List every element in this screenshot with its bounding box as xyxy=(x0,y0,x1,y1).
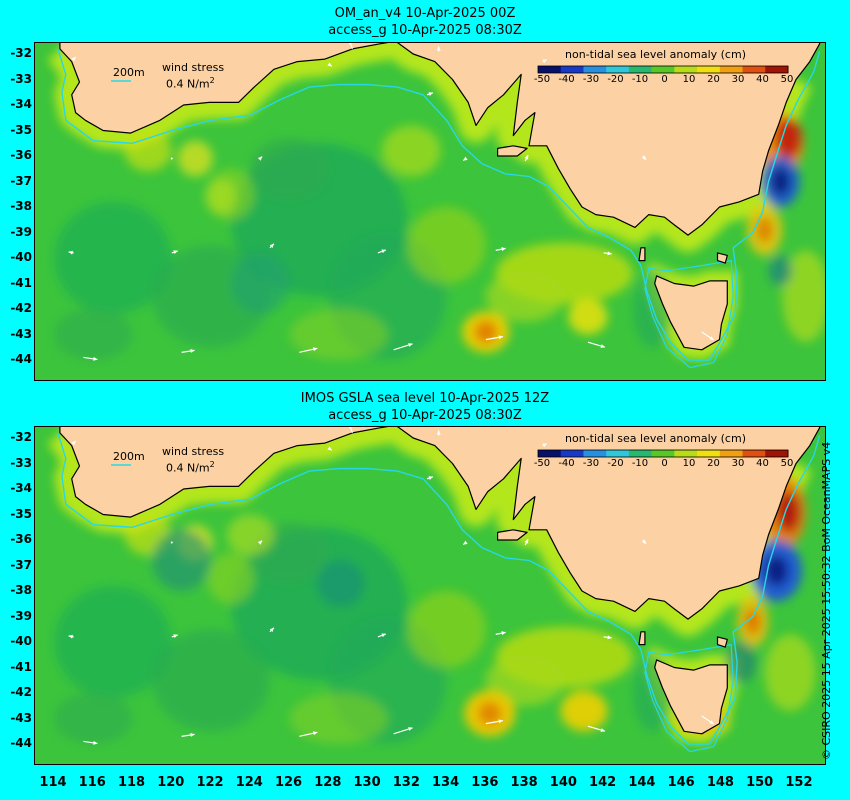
panel1-title-line1: OM_an_v4 10-Apr-2025 00Z xyxy=(334,6,516,21)
latitude-label: -32 xyxy=(10,430,32,444)
longitude-label: 116 xyxy=(78,775,106,790)
wind-stress-exponent: 2 xyxy=(209,460,215,469)
map-panel-imos[interactable] xyxy=(34,426,826,765)
longitude-label: 134 xyxy=(432,775,460,790)
colorbar-tick: -40 xyxy=(558,458,575,469)
longitude-label: 144 xyxy=(628,775,656,790)
latitude-label: -38 xyxy=(10,199,32,213)
latitude-label: -36 xyxy=(10,532,32,546)
latitude-label: -43 xyxy=(10,326,32,341)
colorbar-tick: -30 xyxy=(582,74,600,85)
wind-stress-value: 0.4 N/m2 xyxy=(166,460,215,475)
latitude-label: -33 xyxy=(10,455,32,470)
longitude-label: 138 xyxy=(510,775,538,790)
colorbar-tick: -50 xyxy=(533,458,551,469)
panel2-title-line2: access_g 10-Apr-2025 08:30Z xyxy=(328,408,522,423)
latitude-label: -33 xyxy=(10,71,32,86)
latitude-label: -44 xyxy=(10,352,32,366)
colorbar-tick: -40 xyxy=(558,74,575,85)
colorbar-tick: 50 xyxy=(780,458,794,469)
latitude-label: -40 xyxy=(10,250,32,264)
longitude-label: 122 xyxy=(196,775,224,790)
colorbar-tick: 20 xyxy=(707,74,720,85)
wind-arrows xyxy=(68,43,715,361)
latitude-label: -40 xyxy=(10,634,32,648)
latitude-label: -34 xyxy=(10,97,32,111)
colorbar-title: non-tidal sea level anomaly (cm) xyxy=(565,48,746,61)
credit-text: © CSIRO 2025 15 Apr 2025 15:50:32 BoM Oc… xyxy=(820,441,833,760)
latitude-label: -44 xyxy=(10,736,32,750)
longitude-label: 118 xyxy=(117,775,146,790)
isobath-200m xyxy=(57,48,821,361)
longitude-label: 142 xyxy=(589,775,617,790)
colorbar-tick: -10 xyxy=(631,458,649,469)
latitude-label: -42 xyxy=(10,685,32,699)
latitude-label: -41 xyxy=(10,275,32,290)
longitude-label: 120 xyxy=(157,775,185,790)
latitude-label: -43 xyxy=(10,710,32,725)
colorbar-tick: 0 xyxy=(661,458,668,469)
sea-level-map xyxy=(35,43,825,380)
longitude-label: 132 xyxy=(392,775,420,790)
longitude-label: 114 xyxy=(39,775,67,790)
latitude-label: -41 xyxy=(10,659,32,674)
isobath-200m xyxy=(57,432,821,745)
map-panel-model[interactable] xyxy=(34,42,826,381)
colorbar-tick: 50 xyxy=(780,74,794,85)
colorbar-tick: -20 xyxy=(607,74,624,85)
latitude-label: -38 xyxy=(10,583,32,597)
latitude-label: -37 xyxy=(10,173,32,188)
latitude-label: -42 xyxy=(10,301,32,315)
colorbar-tick: 20 xyxy=(707,458,720,469)
wind-stress-label: wind stress xyxy=(162,445,225,458)
colorbar-tick: 40 xyxy=(756,458,769,469)
latitude-label: -35 xyxy=(10,506,32,521)
longitude-label: 148 xyxy=(706,775,734,790)
colorbar-tick: -20 xyxy=(607,458,624,469)
latitude-label: -36 xyxy=(10,148,32,162)
longitude-label: 152 xyxy=(785,775,813,790)
longitude-label: 150 xyxy=(746,775,774,790)
colorbar-tick: 10 xyxy=(682,458,696,469)
longitude-label: 140 xyxy=(549,775,577,790)
latitude-label: -34 xyxy=(10,481,32,495)
colorbar-tick: -50 xyxy=(533,74,551,85)
longitude-label: 128 xyxy=(314,775,342,790)
longitude-label: 130 xyxy=(353,775,381,790)
colorbar-tick: -10 xyxy=(631,74,649,85)
latitude-label: -39 xyxy=(10,608,32,623)
wind-stress-exponent: 2 xyxy=(209,76,215,85)
colorbar-tick: 30 xyxy=(731,458,745,469)
isobath-legend-label: 200m xyxy=(113,450,145,463)
colorbar-tick: 40 xyxy=(756,74,769,85)
latitude-label: -35 xyxy=(10,122,32,137)
latitude-label: -39 xyxy=(10,224,32,239)
colorbar xyxy=(537,65,789,74)
colorbar-title: non-tidal sea level anomaly (cm) xyxy=(565,432,746,445)
land xyxy=(59,43,821,351)
wind-stress-value: 0.4 N/m2 xyxy=(166,76,215,91)
colorbar-tick: 10 xyxy=(682,74,696,85)
sea-level-map xyxy=(35,427,825,764)
latitude-label: -37 xyxy=(10,557,32,572)
colorbar-tick: -30 xyxy=(582,458,600,469)
longitude-label: 146 xyxy=(667,775,695,790)
colorbar-tick: 0 xyxy=(661,74,668,85)
longitude-label: 126 xyxy=(274,775,303,790)
colorbar-tick: 30 xyxy=(731,74,745,85)
latitude-label: -32 xyxy=(10,46,32,60)
panel2-title-line1: IMOS GSLA sea level 10-Apr-2025 12Z xyxy=(300,391,550,406)
longitude-label: 124 xyxy=(235,775,263,790)
isobath-legend-label: 200m xyxy=(113,66,145,79)
panel1-title-line2: access_g 10-Apr-2025 08:30Z xyxy=(328,23,522,38)
wind-stress-label: wind stress xyxy=(162,61,225,74)
land xyxy=(59,427,821,735)
wind-arrows xyxy=(68,427,715,745)
colorbar xyxy=(537,449,789,458)
longitude-label: 136 xyxy=(471,775,499,790)
